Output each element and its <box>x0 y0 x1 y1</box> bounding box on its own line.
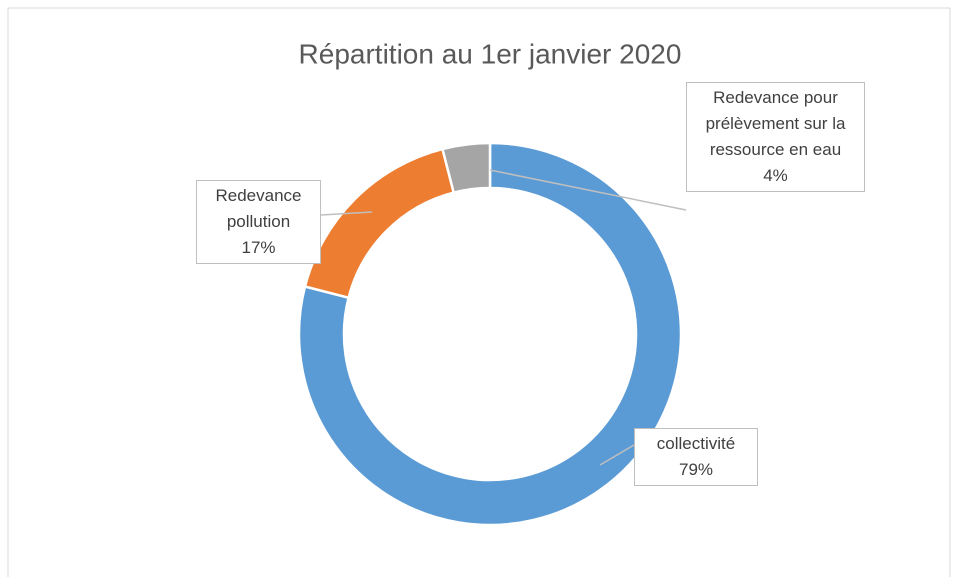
leader-line <box>489 169 687 211</box>
label-name: Redevance pollution <box>215 186 302 231</box>
leader-lines <box>320 169 687 466</box>
label-value: 17% <box>241 238 276 257</box>
donut-slice <box>440 141 492 195</box>
chart-title: Répartition au 1er janvier 2020 <box>299 38 682 69</box>
label-value: 4% <box>763 166 788 185</box>
data-label: Redevance pour prélèvement sur la ressou… <box>686 82 865 192</box>
leader-line <box>320 211 373 216</box>
data-label: Redevance pollution 17% <box>196 180 321 264</box>
label-name: Redevance pour prélèvement sur la ressou… <box>705 88 846 159</box>
donut <box>297 141 683 527</box>
label-value: 79% <box>678 460 714 479</box>
donut-slice <box>297 141 683 527</box>
label-name: collectivité <box>656 434 736 453</box>
data-label: collectivité 79% <box>634 428 758 486</box>
leader-line <box>599 444 635 466</box>
